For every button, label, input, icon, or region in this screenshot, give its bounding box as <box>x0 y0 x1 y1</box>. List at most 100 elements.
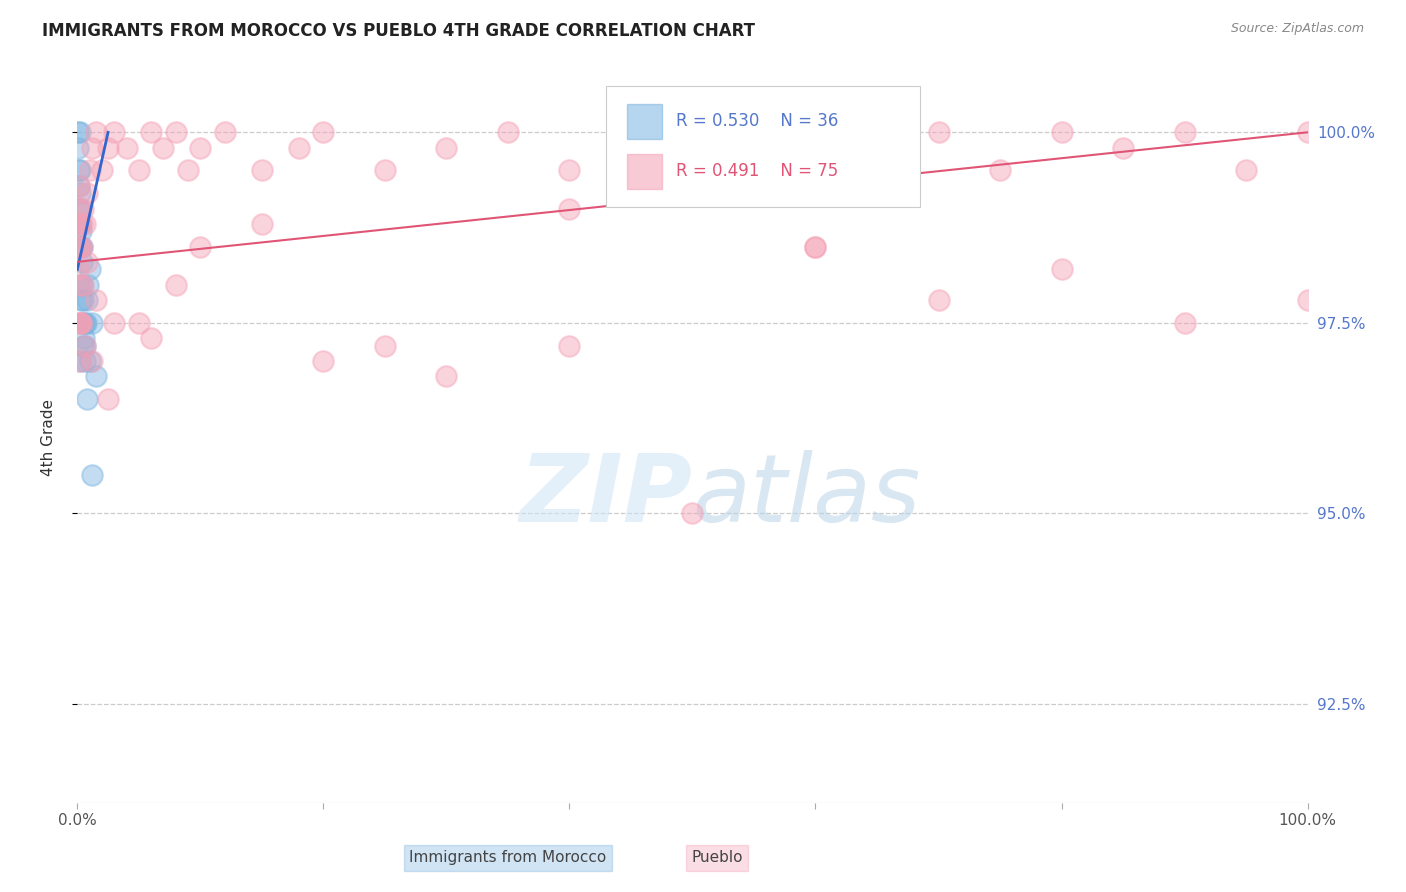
Point <box>84 293 107 307</box>
Point <box>374 338 396 352</box>
FancyBboxPatch shape <box>627 103 662 139</box>
Point <box>214 125 236 139</box>
Point <box>69 354 91 368</box>
Point <box>1112 140 1135 154</box>
Point <box>558 338 581 352</box>
Point <box>436 140 458 154</box>
Point <box>312 354 335 368</box>
Point <box>928 125 950 139</box>
Point <box>82 140 104 154</box>
Text: atlas: atlas <box>693 450 921 541</box>
Point <box>82 354 104 368</box>
Point <box>70 239 93 253</box>
Text: R = 0.530    N = 36: R = 0.530 N = 36 <box>676 112 839 130</box>
Point <box>67 217 90 231</box>
Text: R = 0.491    N = 75: R = 0.491 N = 75 <box>676 162 839 180</box>
Point <box>69 217 91 231</box>
Point <box>66 239 89 253</box>
Point <box>67 178 90 193</box>
Point <box>682 506 704 520</box>
Point <box>69 186 91 201</box>
Text: IMMIGRANTS FROM MOROCCO VS PUEBLO 4TH GRADE CORRELATION CHART: IMMIGRANTS FROM MOROCCO VS PUEBLO 4TH GR… <box>42 22 755 40</box>
Point <box>558 163 581 178</box>
Point <box>79 163 101 178</box>
Point <box>67 202 90 216</box>
Point <box>70 255 93 269</box>
Point <box>928 293 950 307</box>
Point <box>67 316 90 330</box>
Point <box>69 239 91 253</box>
Point <box>69 354 91 368</box>
Point <box>988 163 1011 178</box>
Point <box>804 239 827 253</box>
Point <box>67 140 90 154</box>
Point <box>97 140 120 154</box>
Point <box>84 369 107 384</box>
Point <box>374 163 396 178</box>
Point <box>250 163 273 178</box>
Point <box>436 369 458 384</box>
Point <box>177 163 200 178</box>
Point <box>77 277 100 292</box>
FancyBboxPatch shape <box>627 153 662 189</box>
Text: ZIP: ZIP <box>520 450 693 541</box>
Point <box>312 125 335 139</box>
Point <box>1050 125 1073 139</box>
Point <box>70 277 93 292</box>
Point <box>75 338 97 352</box>
Point <box>1296 125 1319 139</box>
Point <box>1296 293 1319 307</box>
Point <box>288 140 311 154</box>
Point <box>70 316 93 330</box>
Point <box>66 125 89 139</box>
Point <box>76 186 98 201</box>
Point <box>67 202 90 216</box>
Point <box>103 316 125 330</box>
Point <box>73 354 96 368</box>
Point <box>79 354 101 368</box>
Point <box>1174 316 1197 330</box>
Point <box>1174 125 1197 139</box>
Point <box>70 239 93 253</box>
Point <box>69 125 91 139</box>
Point <box>115 140 138 154</box>
Point <box>742 163 765 178</box>
Point <box>1050 262 1073 277</box>
Y-axis label: 4th Grade: 4th Grade <box>42 399 56 475</box>
Point <box>90 163 114 178</box>
Point <box>82 316 104 330</box>
Point <box>76 293 98 307</box>
Point <box>188 239 212 253</box>
Point <box>79 262 101 277</box>
Point <box>72 293 94 307</box>
Point <box>70 239 93 253</box>
Point <box>804 239 827 253</box>
Point <box>72 202 94 216</box>
Point <box>69 316 91 330</box>
Text: Source: ZipAtlas.com: Source: ZipAtlas.com <box>1230 22 1364 36</box>
Text: Pueblo: Pueblo <box>692 850 742 865</box>
Point <box>152 140 174 154</box>
Point <box>67 178 90 193</box>
Point <box>67 277 90 292</box>
Text: Immigrants from Morocco: Immigrants from Morocco <box>409 850 606 865</box>
Point <box>67 262 90 277</box>
Point <box>72 338 94 352</box>
Point <box>188 140 212 154</box>
Point <box>103 125 125 139</box>
Point <box>76 392 98 406</box>
Point <box>70 217 93 231</box>
Point <box>141 331 163 345</box>
Point <box>70 293 93 307</box>
Point <box>70 316 93 330</box>
Point <box>73 316 96 330</box>
Point <box>69 224 91 238</box>
Point <box>72 277 94 292</box>
Point <box>165 125 187 139</box>
Point <box>141 125 163 139</box>
Point <box>620 140 643 154</box>
Point <box>76 255 98 269</box>
Point <box>67 163 90 178</box>
Point <box>75 316 97 330</box>
Point <box>72 316 94 330</box>
